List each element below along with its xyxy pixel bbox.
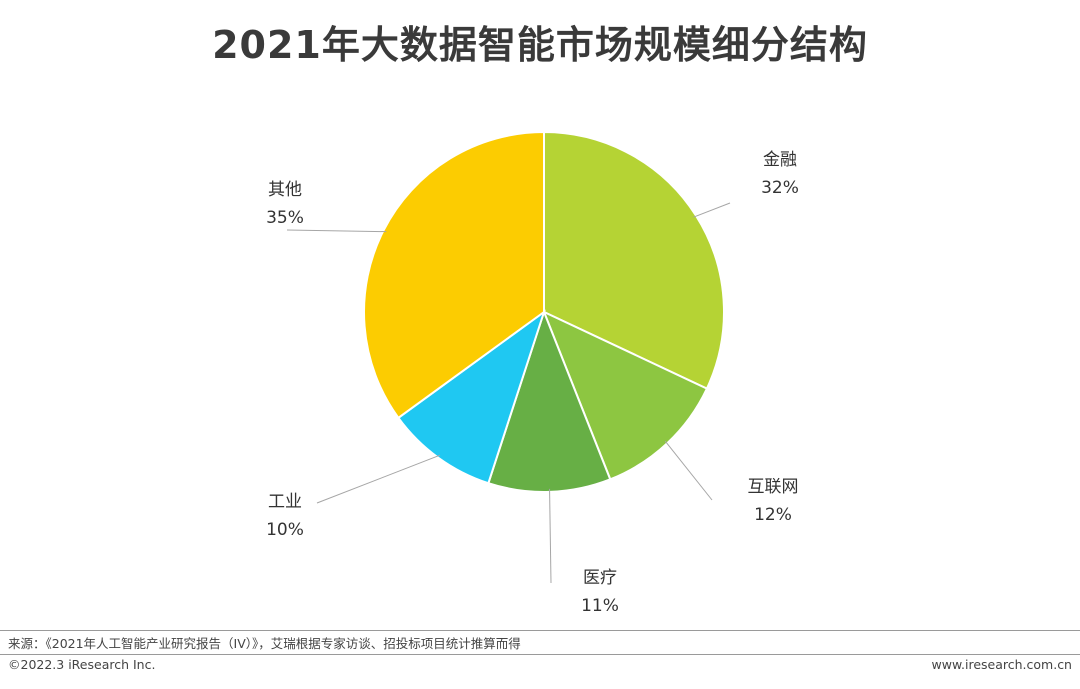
pie-slice-5 (363, 130, 545, 420)
leader-line-3 (549, 488, 552, 584)
slice-value-3: 11% (581, 596, 619, 616)
slice-label-5: 其他 (268, 180, 302, 200)
footer-divider-top (0, 630, 1080, 631)
source-note: 来源：《2021年人工智能产业研究报告（IV）》，艾瑞根据专家访谈、招投标项目统… (8, 636, 521, 651)
slice-label-2: 互联网 (748, 477, 799, 497)
slice-value-4: 10% (266, 520, 304, 540)
slice-value-1: 32% (761, 178, 799, 198)
footer-divider-bottom (0, 654, 1080, 655)
slice-label-4: 工业 (268, 492, 302, 512)
slice-value-5: 35% (266, 208, 304, 228)
copyright-text: ©2022.3 iResearch Inc. (8, 657, 156, 672)
chart-title: 2021年大数据智能市场规模细分结构 (212, 23, 868, 67)
slice-value-2: 12% (754, 505, 792, 525)
leader-line-2 (664, 440, 713, 501)
pie-slice-4 (396, 309, 546, 485)
slice-label-1: 金融 (763, 150, 797, 170)
leader-line-4 (316, 454, 441, 504)
website-link[interactable]: www.iresearch.com.cn (931, 657, 1073, 672)
leader-line-1 (693, 202, 731, 218)
slice-label-3: 医疗 (583, 568, 617, 588)
pie-slice-1 (543, 130, 725, 390)
leader-line-5 (286, 229, 387, 233)
